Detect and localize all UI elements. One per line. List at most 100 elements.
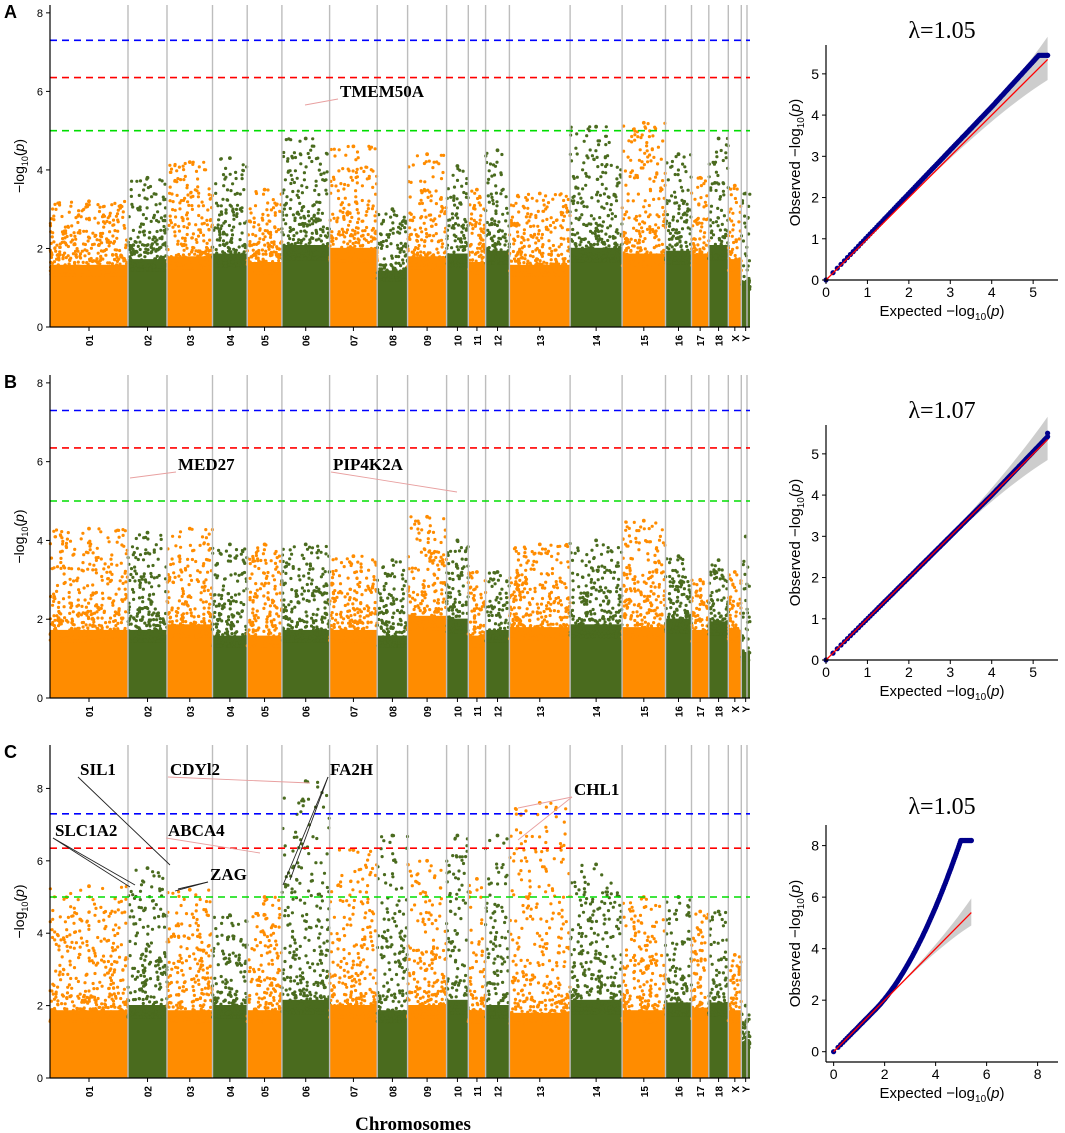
- snp-point: [348, 219, 352, 224]
- snp-point: [284, 138, 288, 142]
- snp-point: [473, 191, 477, 195]
- snp-point: [73, 260, 77, 265]
- snp-point: [517, 261, 521, 265]
- snp-point: [581, 259, 585, 263]
- snp-point: [63, 225, 67, 229]
- snp-point: [121, 267, 125, 271]
- snp-point: [104, 253, 108, 257]
- snp-point: [667, 224, 672, 228]
- snp-point: [536, 209, 540, 213]
- snp-point: [398, 277, 402, 281]
- snp-point: [151, 237, 155, 242]
- chromosome-points-17: [690, 175, 711, 327]
- snp-point: [613, 214, 618, 218]
- snp-point: [638, 214, 642, 218]
- snp-point: [133, 263, 137, 267]
- snp-point: [452, 194, 456, 198]
- snp-point: [355, 208, 359, 212]
- snp-point: [50, 235, 54, 239]
- snp-point: [684, 260, 689, 264]
- snp-point: [273, 226, 277, 230]
- snp-point: [627, 216, 631, 220]
- snp-point: [657, 197, 661, 201]
- snp-point: [635, 174, 639, 178]
- chromosome-points-12: [484, 148, 511, 327]
- snp-point: [729, 207, 733, 211]
- snp-point: [743, 214, 747, 218]
- snp-point: [173, 179, 177, 183]
- snp-point: [529, 212, 533, 216]
- snp-point: [187, 203, 191, 207]
- snp-point: [268, 219, 272, 223]
- snp-point: [168, 259, 172, 263]
- snp-point: [704, 243, 708, 247]
- snp-point: [298, 152, 302, 156]
- snp-point: [540, 236, 544, 240]
- snp-point: [397, 255, 401, 259]
- snp-point: [224, 175, 228, 179]
- snp-point: [737, 237, 741, 241]
- snp-point: [693, 246, 697, 250]
- snp-point: [314, 228, 318, 232]
- snp-point: [257, 264, 261, 268]
- snp-point: [72, 231, 76, 235]
- snp-point: [51, 207, 55, 211]
- snp-point: [695, 217, 700, 221]
- snp-point: [732, 223, 736, 227]
- snp-point: [64, 256, 68, 260]
- snp-point: [357, 238, 361, 242]
- snp-point: [349, 233, 353, 237]
- snp-point: [138, 205, 142, 209]
- snp-point: [676, 173, 680, 177]
- snp-point: [143, 196, 147, 200]
- snp-point: [494, 211, 498, 216]
- snp-point: [719, 148, 723, 153]
- snp-point: [490, 252, 494, 256]
- snp-point: [557, 268, 562, 272]
- snp-point: [679, 185, 684, 189]
- snp-point: [384, 239, 388, 243]
- snp-point: [438, 255, 442, 259]
- snp-point: [593, 232, 597, 236]
- snp-point: [730, 219, 734, 223]
- snp-point: [232, 217, 236, 221]
- snp-point: [252, 225, 256, 229]
- snp-point: [235, 212, 239, 216]
- snp-point: [461, 248, 465, 252]
- snp-point: [99, 249, 103, 253]
- snp-point: [152, 268, 156, 272]
- snp-point: [241, 260, 245, 265]
- snp-point: [205, 241, 209, 245]
- snp-point: [325, 170, 329, 174]
- snp-point: [198, 228, 202, 232]
- snp-point: [426, 195, 430, 199]
- snp-point: [285, 195, 289, 199]
- snp-point: [264, 249, 268, 253]
- snp-point: [270, 253, 274, 257]
- snp-point: [671, 215, 676, 219]
- snp-point: [316, 211, 320, 215]
- snp-point: [722, 214, 727, 218]
- snp-point: [501, 187, 505, 191]
- snp-point: [353, 257, 358, 261]
- snp-point: [177, 165, 181, 169]
- snp-point: [714, 220, 719, 224]
- snp-point: [641, 230, 645, 234]
- snp-point: [661, 179, 665, 183]
- snp-point: [101, 231, 105, 235]
- snp-point: [118, 248, 122, 253]
- peak-point: [716, 136, 721, 141]
- snp-point: [251, 248, 255, 252]
- snp-point: [553, 248, 557, 252]
- snp-point: [562, 198, 566, 203]
- snp-point: [667, 199, 671, 203]
- snp-point: [220, 212, 224, 216]
- snp-point: [202, 160, 206, 164]
- snp-point: [695, 258, 699, 262]
- snp-point: [500, 152, 504, 157]
- snp-point: [537, 239, 541, 243]
- snp-point: [436, 251, 440, 255]
- snp-point: [249, 262, 253, 266]
- snp-point: [230, 253, 234, 257]
- snp-point: [95, 238, 99, 242]
